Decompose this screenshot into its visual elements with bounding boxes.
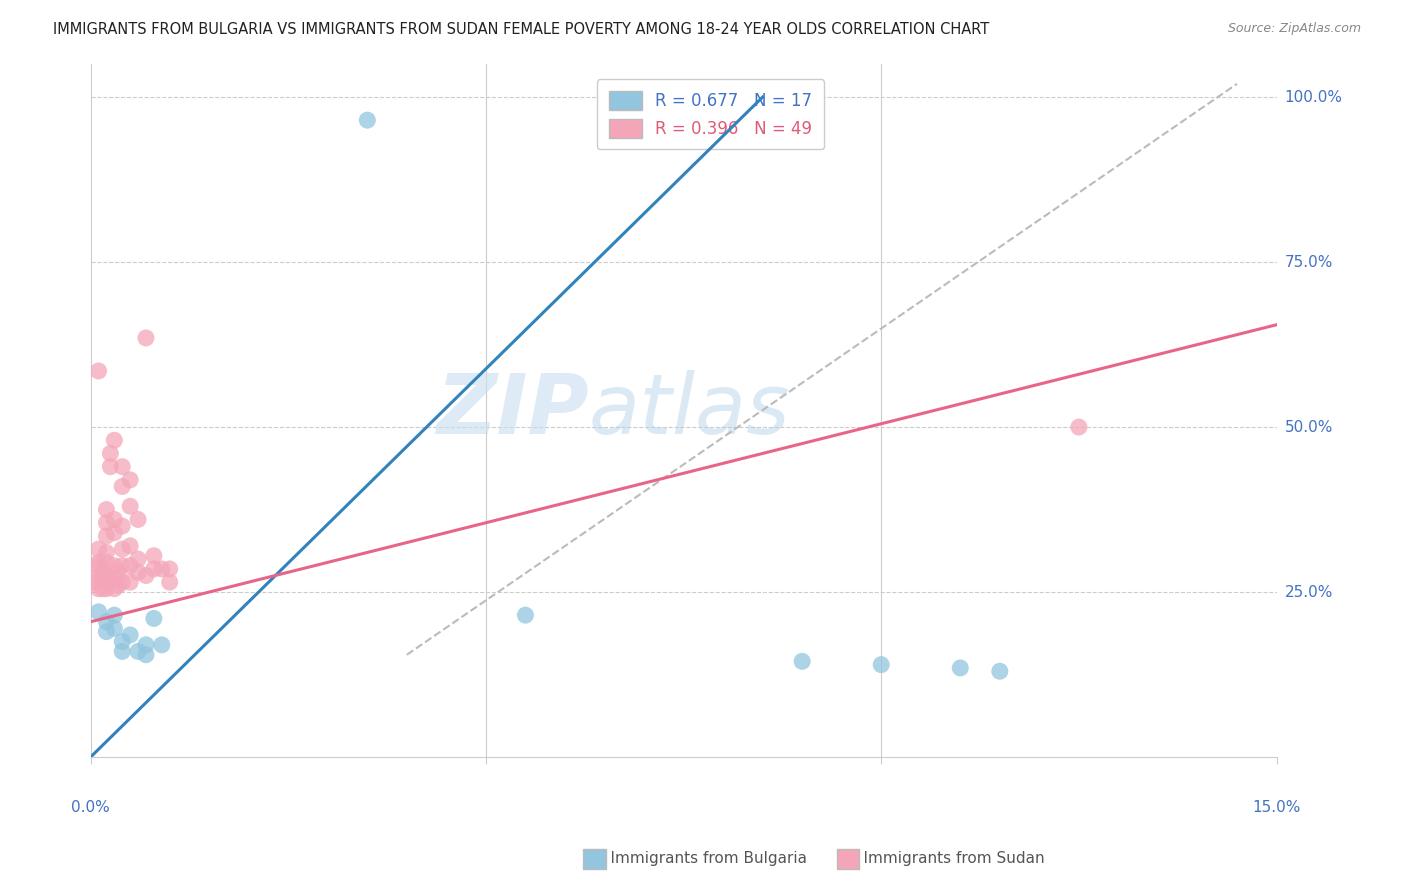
Legend: R = 0.677   N = 17, R = 0.396   N = 49: R = 0.677 N = 17, R = 0.396 N = 49 xyxy=(598,79,824,150)
Point xyxy=(107,578,129,592)
Point xyxy=(111,644,134,658)
Point xyxy=(103,608,125,623)
Text: 100.0%: 100.0% xyxy=(1285,89,1343,104)
Point xyxy=(87,568,110,582)
Point xyxy=(96,502,118,516)
Point xyxy=(103,582,125,596)
Point xyxy=(91,572,114,586)
Point xyxy=(111,634,134,648)
Point xyxy=(87,582,110,596)
Point xyxy=(949,661,972,675)
Point xyxy=(159,575,181,590)
Text: IMMIGRANTS FROM BULGARIA VS IMMIGRANTS FROM SUDAN FEMALE POVERTY AMONG 18-24 YEA: IMMIGRANTS FROM BULGARIA VS IMMIGRANTS F… xyxy=(53,22,990,37)
Text: 75.0%: 75.0% xyxy=(1285,254,1333,269)
Point xyxy=(127,512,149,526)
Point xyxy=(86,558,108,573)
Point xyxy=(135,331,157,345)
Point xyxy=(142,549,165,563)
Point xyxy=(150,638,173,652)
Point xyxy=(96,516,118,530)
Point xyxy=(103,525,125,540)
Point xyxy=(96,529,118,543)
Point xyxy=(87,555,110,569)
Point xyxy=(1067,420,1090,434)
Point xyxy=(120,500,142,514)
Point xyxy=(96,555,118,569)
Point xyxy=(96,575,118,590)
Text: 50.0%: 50.0% xyxy=(1285,419,1333,434)
Point xyxy=(792,654,814,668)
Text: Immigrants from Sudan: Immigrants from Sudan xyxy=(844,851,1045,865)
Point xyxy=(87,542,110,557)
Point xyxy=(356,113,378,128)
Point xyxy=(107,566,129,580)
Point xyxy=(103,434,125,448)
Point xyxy=(111,479,134,493)
Point xyxy=(111,542,134,557)
Point xyxy=(159,562,181,576)
Text: Source: ZipAtlas.com: Source: ZipAtlas.com xyxy=(1227,22,1361,36)
Point xyxy=(91,562,114,576)
Text: 25.0%: 25.0% xyxy=(1285,584,1333,599)
Point xyxy=(127,644,149,658)
Point xyxy=(111,519,134,533)
Text: Immigrants from Bulgaria: Immigrants from Bulgaria xyxy=(591,851,807,865)
Point xyxy=(96,624,118,639)
Point xyxy=(135,568,157,582)
Point xyxy=(120,628,142,642)
Point xyxy=(103,512,125,526)
Point xyxy=(111,558,134,573)
Point xyxy=(870,657,893,672)
Point xyxy=(96,582,118,596)
Point xyxy=(988,665,1011,679)
Point xyxy=(103,621,125,635)
Point xyxy=(135,648,157,662)
Point xyxy=(120,473,142,487)
Point xyxy=(87,364,110,378)
Point xyxy=(103,558,125,573)
Point xyxy=(127,552,149,566)
Point xyxy=(100,446,122,460)
Point xyxy=(127,566,149,580)
Point xyxy=(91,582,114,596)
Point xyxy=(150,562,173,576)
Point xyxy=(96,545,118,559)
Point xyxy=(96,568,118,582)
Point xyxy=(515,608,537,623)
Point xyxy=(142,562,165,576)
Text: 0.0%: 0.0% xyxy=(72,800,110,815)
Text: ZIP: ZIP xyxy=(436,370,589,451)
Point xyxy=(83,575,105,590)
Text: atlas: atlas xyxy=(589,370,790,451)
Point xyxy=(120,539,142,553)
Point xyxy=(120,558,142,573)
Point xyxy=(111,575,134,590)
Point xyxy=(135,638,157,652)
Point xyxy=(120,575,142,590)
Point xyxy=(100,459,122,474)
Point xyxy=(96,615,118,629)
Point xyxy=(103,572,125,586)
Point xyxy=(142,611,165,625)
Point xyxy=(87,605,110,619)
Text: 15.0%: 15.0% xyxy=(1253,800,1301,815)
Point xyxy=(111,459,134,474)
